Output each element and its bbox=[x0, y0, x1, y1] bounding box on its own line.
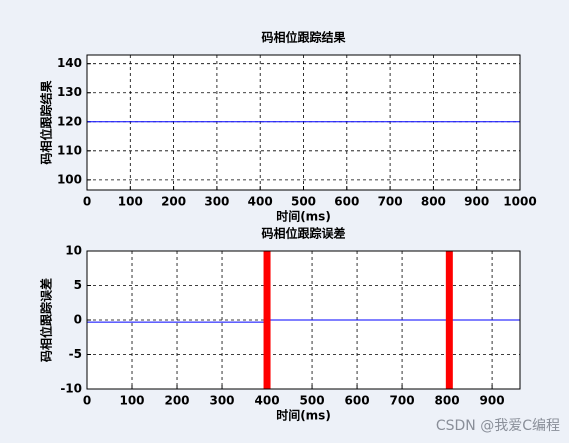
chart-title: 码相位跟踪误差 bbox=[261, 226, 345, 241]
data-line bbox=[87, 319, 520, 323]
x-tick-label: 300 bbox=[204, 195, 229, 209]
x-tick-label: 700 bbox=[390, 394, 415, 408]
x-axis-label: 时间(ms) bbox=[276, 408, 331, 423]
x-tick-label: 600 bbox=[334, 195, 359, 209]
x-tick-label: 100 bbox=[118, 195, 143, 209]
x-tick-label: 400 bbox=[248, 195, 273, 209]
y-axis-label: 码相位跟踪误差 bbox=[39, 278, 54, 362]
x-tick-label: 500 bbox=[300, 394, 325, 408]
x-tick-label: 900 bbox=[464, 195, 489, 209]
x-tick-label: 400 bbox=[255, 394, 280, 408]
y-axis-label: 码相位跟踪结果 bbox=[39, 80, 54, 164]
y-tick-label: 110 bbox=[57, 143, 82, 157]
y-tick-label: -10 bbox=[60, 382, 82, 396]
x-tick-label: 800 bbox=[421, 195, 446, 209]
x-tick-label: 0 bbox=[83, 394, 91, 408]
x-tick-label: 200 bbox=[164, 394, 189, 408]
axes-border bbox=[86, 250, 521, 390]
x-tick-label: 100 bbox=[119, 394, 144, 408]
y-tick-label: 100 bbox=[57, 172, 82, 186]
x-tick-label: 900 bbox=[480, 394, 505, 408]
x-tick-label: 700 bbox=[378, 195, 403, 209]
x-tick-label: 200 bbox=[161, 195, 186, 209]
y-tick-label: 140 bbox=[57, 56, 82, 70]
watermark: CSDN @我爱C编程 bbox=[436, 418, 560, 434]
x-axis-label: 时间(ms) bbox=[276, 209, 331, 224]
chart-title: 码相位跟踪结果 bbox=[261, 30, 345, 45]
x-tick-label: 0 bbox=[83, 195, 91, 209]
axes-border bbox=[86, 54, 521, 191]
y-tick-label: 120 bbox=[57, 114, 82, 128]
x-tick-label: 300 bbox=[209, 394, 234, 408]
y-tick-label: 0 bbox=[74, 313, 82, 327]
y-tick-label: 130 bbox=[57, 85, 82, 99]
x-tick-label: 500 bbox=[291, 195, 316, 209]
y-tick-label: -5 bbox=[69, 347, 82, 361]
x-tick-label: 800 bbox=[435, 394, 460, 408]
y-tick-label: 5 bbox=[74, 278, 82, 292]
y-tick-label: 10 bbox=[65, 244, 82, 258]
x-tick-label: 600 bbox=[345, 394, 370, 408]
x-tick-label: 1000 bbox=[503, 195, 536, 209]
